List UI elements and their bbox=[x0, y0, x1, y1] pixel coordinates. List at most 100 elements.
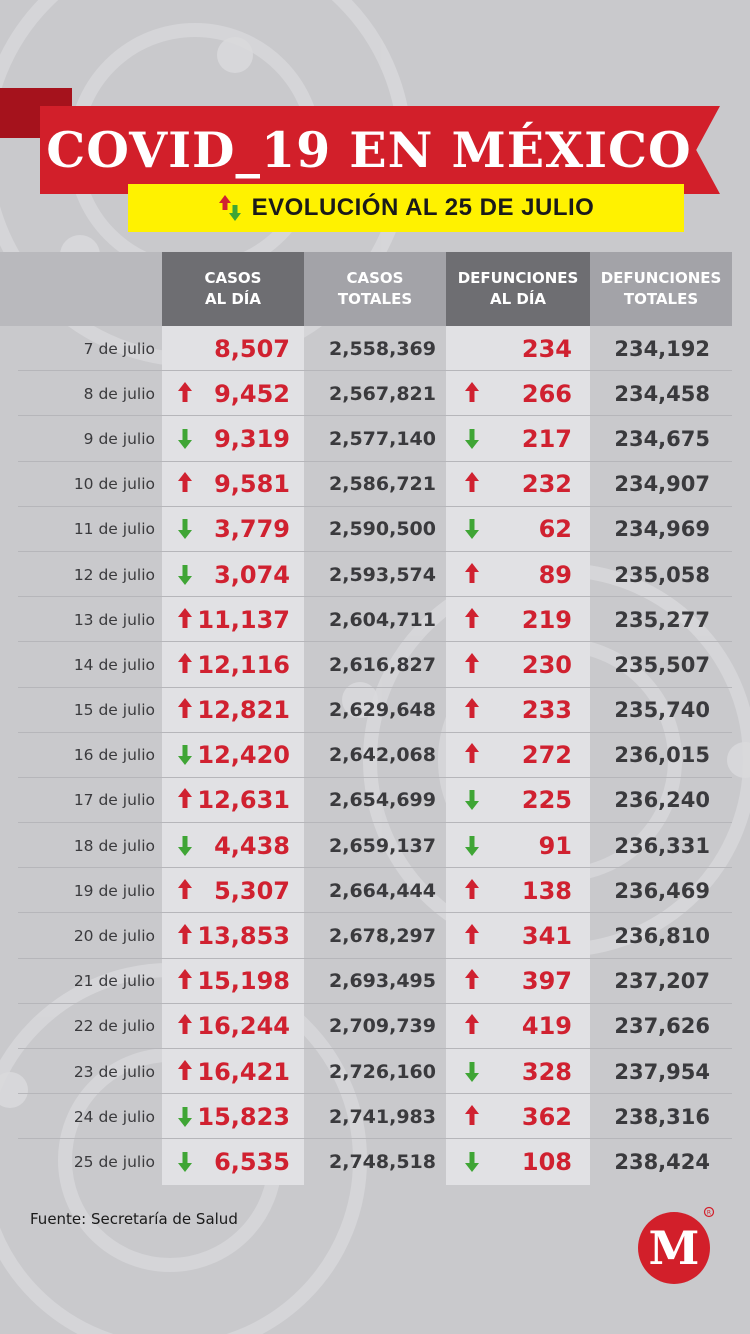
row-total-deaths: 237,954 bbox=[614, 1059, 710, 1084]
row-daily-cases: 3,074 bbox=[162, 551, 304, 598]
trend-down-arrow-icon bbox=[178, 1151, 192, 1172]
row-total-deaths: 236,015 bbox=[614, 743, 710, 768]
row-date: 14 de julio bbox=[73, 655, 155, 674]
row-daily-deaths: 341 bbox=[446, 913, 590, 959]
row-total-deaths: 236,810 bbox=[614, 924, 710, 949]
row-total-cases: 2,664,444 bbox=[329, 879, 436, 902]
table-row: 18 de julio 4,438 2,659,137 91 236,331 bbox=[0, 823, 732, 869]
row-total-cases: 2,709,739 bbox=[329, 1015, 436, 1038]
row-date: 13 de julio bbox=[73, 610, 155, 629]
daily-cases-value: 12,821 bbox=[197, 696, 290, 725]
daily-deaths-value: 89 bbox=[538, 560, 572, 589]
trend-up-arrow-icon bbox=[178, 381, 192, 402]
row-total-deaths: 235,058 bbox=[614, 562, 710, 587]
row-date: 24 de julio bbox=[73, 1107, 155, 1126]
row-daily-cases: 3,779 bbox=[162, 506, 304, 552]
row-daily-deaths: 89 bbox=[446, 551, 590, 598]
row-daily-cases: 11,137 bbox=[162, 597, 304, 643]
row-daily-deaths: 232 bbox=[446, 461, 590, 507]
table-body: 7 de julio 8,507 2,558,369 234 234,192 8 de j… bbox=[0, 326, 732, 1185]
row-total-cases: 2,590,500 bbox=[329, 518, 436, 541]
row-total-cases: 2,593,574 bbox=[329, 563, 436, 586]
trend-up-arrow-icon bbox=[465, 924, 479, 945]
row-daily-cases: 12,116 bbox=[162, 642, 304, 688]
row-daily-deaths: 397 bbox=[446, 958, 590, 1004]
table-row: 17 de julio 12,631 2,654,699 225 236,240 bbox=[0, 777, 732, 824]
trend-up-arrow-icon bbox=[465, 1104, 479, 1125]
milenio-logo-icon: M R bbox=[638, 1206, 715, 1284]
source-note: Fuente: Secretaría de Salud bbox=[30, 1210, 238, 1228]
row-total-cases: 2,577,140 bbox=[329, 427, 436, 450]
row-daily-deaths: 138 bbox=[446, 868, 590, 914]
trend-up-arrow-icon bbox=[465, 562, 479, 583]
row-total-deaths: 234,192 bbox=[614, 336, 710, 361]
daily-deaths-value: 219 bbox=[521, 605, 572, 634]
daily-cases-value: 15,198 bbox=[197, 967, 290, 996]
trend-up-arrow-icon bbox=[465, 878, 479, 899]
daily-deaths-value: 108 bbox=[521, 1147, 572, 1176]
daily-deaths-value: 225 bbox=[521, 786, 572, 815]
row-total-deaths: 235,740 bbox=[614, 698, 710, 723]
trend-down-arrow-icon bbox=[465, 1061, 479, 1082]
row-total-deaths: 238,424 bbox=[614, 1149, 710, 1174]
row-daily-cases: 12,821 bbox=[162, 687, 304, 733]
row-total-deaths: 236,240 bbox=[614, 788, 710, 813]
daily-deaths-value: 362 bbox=[521, 1102, 572, 1131]
row-total-cases: 2,726,160 bbox=[329, 1060, 436, 1083]
trend-up-arrow-icon bbox=[178, 878, 192, 899]
table-row: 24 de julio 15,823 2,741,983 362 238,316 bbox=[0, 1094, 732, 1140]
daily-cases-value: 12,631 bbox=[197, 786, 290, 815]
trend-down-arrow-icon bbox=[465, 519, 479, 540]
daily-deaths-value: 233 bbox=[521, 696, 572, 725]
row-total-deaths: 234,458 bbox=[614, 381, 710, 406]
table-row: 16 de julio 12,420 2,642,068 272 236,015 bbox=[0, 732, 732, 779]
table-row: 8 de julio 9,452 2,567,821 266 234,458 bbox=[0, 371, 732, 417]
row-total-cases: 2,741,983 bbox=[329, 1105, 436, 1128]
table-row: 20 de julio 13,853 2,678,297 341 236,810 bbox=[0, 913, 732, 959]
row-date: 16 de julio bbox=[73, 746, 155, 765]
daily-cases-value: 3,074 bbox=[214, 560, 290, 589]
row-daily-cases: 15,823 bbox=[162, 1094, 304, 1140]
row-date: 23 de julio bbox=[73, 1062, 155, 1081]
row-daily-cases: 12,631 bbox=[162, 777, 304, 824]
daily-cases-value: 5,307 bbox=[214, 876, 290, 905]
daily-cases-value: 6,535 bbox=[214, 1147, 290, 1176]
row-date: 7 de julio bbox=[83, 339, 155, 358]
trend-down-arrow-icon bbox=[178, 1106, 192, 1127]
daily-deaths-value: 272 bbox=[521, 741, 572, 770]
row-date: 12 de julio bbox=[73, 565, 155, 584]
row-total-cases: 2,678,297 bbox=[329, 925, 436, 948]
daily-deaths-value: 397 bbox=[521, 967, 572, 996]
row-date: 11 de julio bbox=[73, 520, 155, 539]
table-header: CASOS AL DÍA CASOS TOTALES DEFUNCIONES AL D… bbox=[0, 252, 732, 326]
trend-up-arrow-icon bbox=[178, 472, 192, 493]
row-date: 25 de julio bbox=[73, 1152, 155, 1171]
row-daily-deaths: 234 bbox=[446, 326, 590, 372]
daily-deaths-value: 217 bbox=[521, 424, 572, 453]
row-daily-cases: 5,307 bbox=[162, 868, 304, 914]
table-row: 15 de julio 12,821 2,629,648 233 235,740 bbox=[0, 687, 732, 733]
trend-up-arrow-icon bbox=[465, 743, 479, 764]
daily-deaths-value: 62 bbox=[538, 515, 572, 544]
row-daily-cases: 9,452 bbox=[162, 371, 304, 417]
row-total-cases: 2,604,711 bbox=[329, 608, 436, 631]
table-row: 11 de julio 3,779 2,590,500 62 234,969 bbox=[0, 506, 732, 553]
daily-deaths-value: 419 bbox=[521, 1012, 572, 1041]
trend-up-arrow-icon bbox=[465, 1014, 479, 1035]
row-date: 20 de julio bbox=[73, 927, 155, 946]
trend-up-arrow-icon bbox=[178, 969, 192, 990]
table-row: 9 de julio 9,319 2,577,140 217 234,675 bbox=[0, 416, 732, 462]
row-total-deaths: 235,507 bbox=[614, 652, 710, 677]
row-total-deaths: 237,626 bbox=[614, 1014, 710, 1039]
row-daily-cases: 9,319 bbox=[162, 416, 304, 462]
row-daily-deaths: 266 bbox=[446, 371, 590, 417]
table-row: 12 de julio 3,074 2,593,574 89 235,058 bbox=[0, 551, 732, 598]
daily-deaths-value: 328 bbox=[521, 1057, 572, 1086]
trend-up-arrow-icon bbox=[465, 969, 479, 990]
header-casos-al-dia: CASOS AL DÍA bbox=[162, 252, 304, 326]
row-daily-cases: 16,421 bbox=[162, 1049, 304, 1095]
daily-cases-value: 11,137 bbox=[197, 605, 290, 634]
data-table: CASOS AL DÍA CASOS TOTALES DEFUNCIONES AL D… bbox=[0, 252, 732, 1185]
daily-cases-value: 3,779 bbox=[214, 515, 290, 544]
row-total-deaths: 234,907 bbox=[614, 472, 710, 497]
